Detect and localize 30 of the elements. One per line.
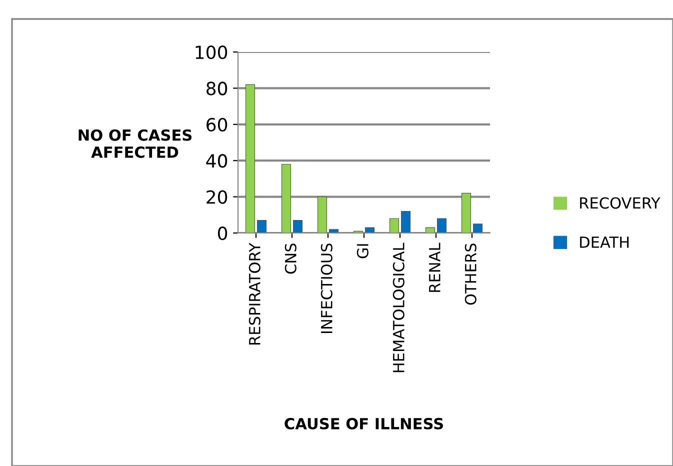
- y-tick-label: 20: [206, 190, 228, 204]
- bar: [245, 84, 256, 233]
- bar: [281, 164, 292, 233]
- bar: [364, 227, 375, 233]
- x-tick-label: RENAL: [429, 242, 440, 292]
- bar: [317, 196, 328, 233]
- y-tick-label: 80: [206, 82, 228, 96]
- legend-label: RECOVERY: [580, 197, 660, 209]
- bar: [328, 229, 339, 233]
- x-tick-label: OTHERS: [464, 244, 476, 305]
- bar: [461, 192, 472, 233]
- y-tick-label: 0: [218, 226, 228, 240]
- bar: [292, 220, 303, 233]
- x-tick-label: GI: [356, 244, 368, 258]
- bar: [472, 224, 483, 233]
- x-tick-label: CNS: [284, 244, 296, 274]
- x-tick-label: HEMATOLOGICAL: [392, 242, 404, 372]
- y-tick-label: 60: [206, 118, 228, 132]
- y-tick-label: 40: [206, 154, 228, 168]
- x-axis-title: CAUSE OF ILLNESS: [284, 418, 443, 430]
- y-tick-label: 100: [196, 45, 228, 60]
- bar: [256, 220, 267, 233]
- bar: [425, 227, 436, 233]
- x-tick-label: RESPIRATORY: [248, 242, 260, 345]
- legend-label: DEATH: [580, 236, 629, 248]
- x-tick-label: INFECTIOUS: [320, 244, 332, 334]
- bar: [436, 218, 447, 233]
- bar: [389, 218, 400, 233]
- bar: [400, 211, 411, 233]
- y-axis-title: NO OF CASES AFFECTED: [78, 129, 192, 158]
